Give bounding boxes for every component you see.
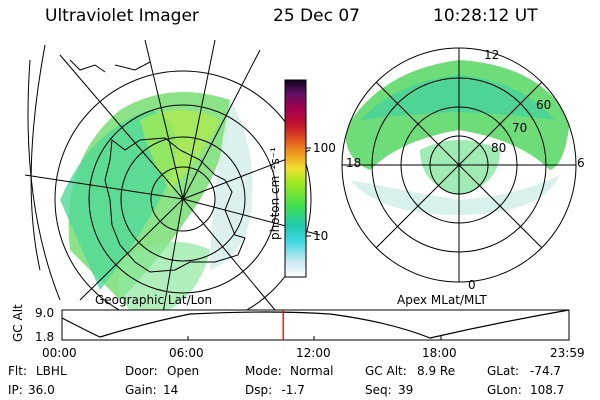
mlat-label-80: 80 [491,141,506,155]
mlt-label-18: 18 [346,156,361,170]
time-tick-0600: 06:00 [169,346,204,360]
mlat-label-60: 60 [536,98,551,112]
status-flt-label: Flt: [8,364,27,378]
status-gcalt-value: 8.9 Re [417,364,456,378]
altitude-tick-low: 1.8 [35,330,54,344]
status-dsp-value: -1.7 [270,383,305,397]
status-ip-label: IP: [8,383,23,397]
mlat-label-70: 70 [512,121,527,135]
status-ip-value: 36.0 [28,383,55,397]
status-dsp-label: Dsp: [245,383,273,397]
time-tick-2359: 23:59 [550,346,585,360]
status-gain-value: 14 [163,383,179,397]
geographic-label: Geographic Lat/Lon [95,293,212,307]
apex-label: Apex MLat/MLT [397,293,487,307]
status-glon-label: GLon: [487,383,522,397]
status-glon-value: 108.7 [530,383,565,397]
time-tick-1200: 12:00 [296,346,331,360]
status-seq-label: Seq: [365,383,392,397]
colorbar-tick-10: 10 [313,229,328,243]
colorbar-unit-label: photon cm⁻²s⁻¹ [268,147,282,240]
status-seq-value: 39 [398,383,414,397]
altitude-axis-label: GC Alt [11,304,25,342]
status-glat-label: GLat: [487,364,520,378]
mlt-label-6: 6 [577,156,585,170]
status-door-value: Open [167,364,200,378]
magnetic-map-panel: 12 18 6 0 60 70 80 Apex MLat/MLT [341,47,585,307]
mlt-label-0: 0 [468,278,476,292]
colorbar: 100 10 photon cm⁻²s⁻¹ [268,79,336,278]
altitude-tick-high: 9.0 [35,306,54,320]
status-door-label: Door: [125,364,158,378]
status-mode-value: Normal [290,364,334,378]
image-date: 25 Dec 07 [273,6,360,26]
status-glat-value: -74.7 [530,364,562,378]
altitude-strip: GC Alt 9.0 1.8 00:00 06:00 12:00 18:00 2… [11,304,585,360]
colorbar-tick-100: 100 [313,141,336,155]
status-gain-label: Gain: [125,383,157,397]
status-flt-value: LBHL [36,364,67,378]
mlt-label-12: 12 [484,48,499,62]
instrument-title: Ultraviolet Imager [45,6,199,26]
geographic-map-panel: Geographic Lat/Lon [24,39,321,331]
image-time: 10:28:12 UT [433,6,538,26]
status-gcalt-label: GC Alt: [365,364,407,378]
status-mode-label: Mode: [245,364,282,378]
antarctic-coastline [104,137,246,273]
time-tick-0000: 00:00 [42,346,77,360]
time-tick-1800: 18:00 [422,346,457,360]
